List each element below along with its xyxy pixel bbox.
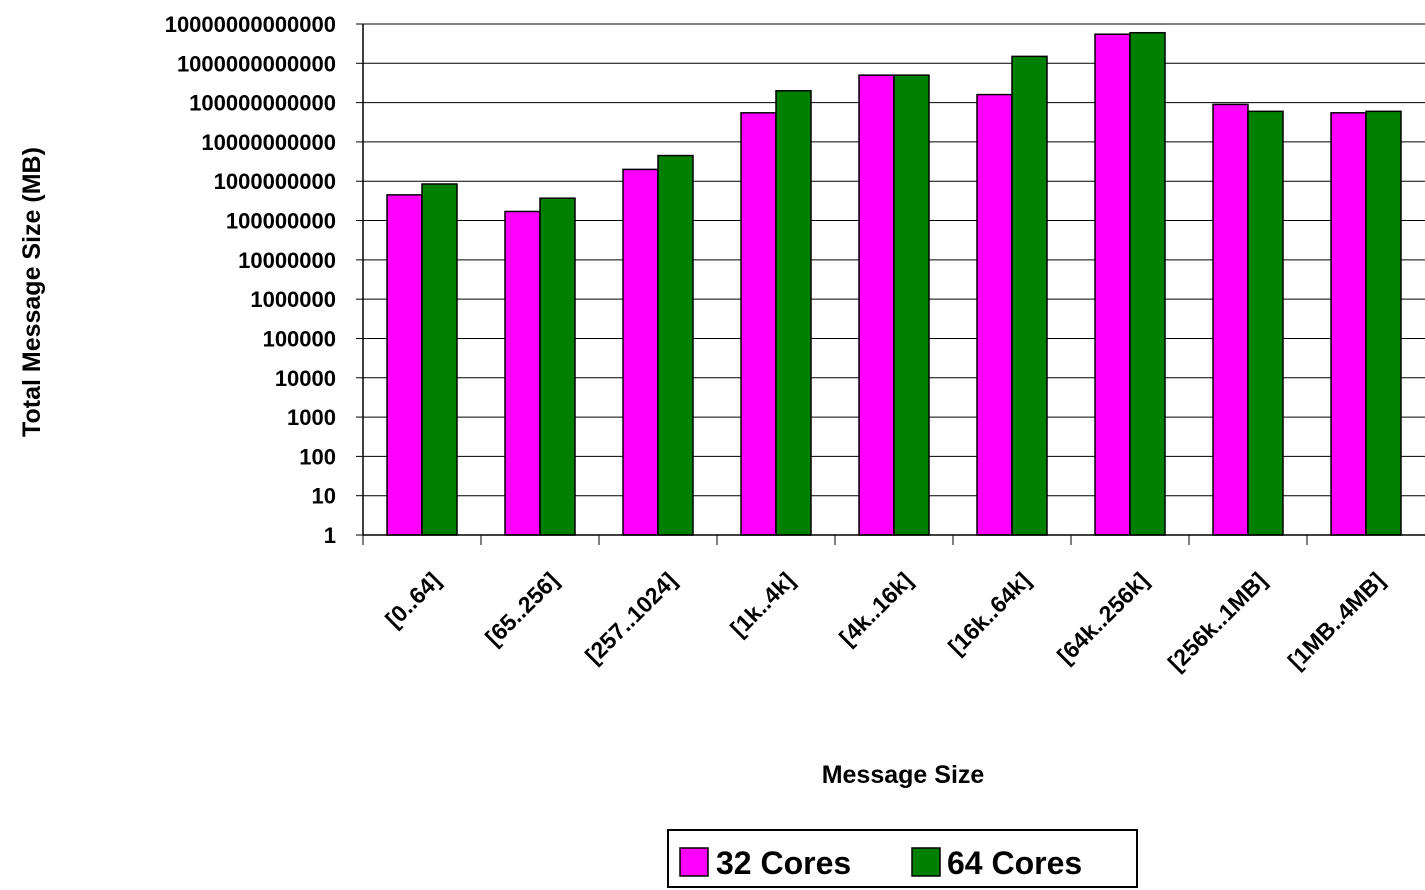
- bar-64-cores: [775, 90, 812, 536]
- bar-64-cores: [657, 154, 694, 536]
- x-axis-title: Message Size: [822, 761, 985, 789]
- bar-64-cores: [893, 74, 930, 536]
- y-tick-label: 10000000: [238, 248, 336, 273]
- bar-32-cores: [622, 168, 659, 536]
- y-tick-label: 10: [312, 484, 336, 509]
- x-tick-label: [16k..64k]: [943, 567, 1036, 660]
- legend-label-32-cores: 32 Cores: [716, 845, 851, 881]
- y-tick-label: 1000000000000: [177, 51, 336, 76]
- x-tick-label: [256k..1MB]: [1163, 567, 1272, 676]
- y-tick-label: 1000000000: [214, 169, 336, 194]
- bar-64-cores: [1247, 110, 1284, 536]
- x-tick-label: [1MB..4MB]: [1283, 567, 1390, 674]
- bar-64-cores: [539, 197, 576, 536]
- y-axis-title: Total Message Size (MB): [18, 147, 46, 437]
- legend-swatch-32-cores: [679, 847, 709, 877]
- bar-64-cores: [1011, 55, 1048, 536]
- y-tick-label: 100000: [263, 326, 336, 351]
- bar-32-cores: [858, 74, 895, 536]
- y-tick-labels: 1 10 100 1000 10000 100000 1000000 10000000 1000…: [165, 12, 336, 548]
- x-tick-label: [257..1024]: [580, 567, 682, 669]
- axes: [356, 23, 1425, 545]
- bar-64-cores: [1365, 110, 1402, 536]
- legend-swatch-64-cores: [911, 847, 941, 877]
- y-tick-label: 1000: [287, 405, 336, 430]
- y-tick-label: 10000: [275, 366, 336, 391]
- y-tick-label: 100000000: [226, 209, 336, 234]
- bar-32-cores: [1212, 103, 1249, 536]
- bar-64-cores: [1129, 31, 1166, 536]
- bar-32-cores: [976, 93, 1013, 536]
- y-tick-label: 100: [299, 444, 336, 469]
- y-tick-label: 1000000: [250, 287, 336, 312]
- y-tick-label: 10000000000: [201, 130, 336, 155]
- bars: [386, 31, 1402, 536]
- bar-32-cores: [740, 112, 777, 536]
- legend-label-64-cores: 64 Cores: [947, 845, 1082, 881]
- x-tick-label: [65..256]: [480, 567, 563, 650]
- x-tick-label: [4k..16k]: [834, 567, 917, 650]
- bar-32-cores: [386, 194, 423, 536]
- legend-box: [667, 829, 1138, 888]
- x-tick-label: [1k..4k]: [725, 567, 799, 641]
- y-tick-label: 100000000000: [189, 91, 336, 116]
- x-tick-label: [0..64]: [380, 567, 445, 632]
- legend: 32 Cores 64 Cores: [667, 829, 1138, 888]
- y-tick-label: 10000000000000: [165, 12, 336, 37]
- bar-32-cores: [1330, 112, 1367, 536]
- bar-64-cores: [421, 183, 458, 536]
- x-tick-labels: [0..64] [65..256] [257..1024] [1k..4k] [4k..…: [380, 567, 1389, 676]
- x-tick-label: [64k..256k]: [1052, 567, 1154, 669]
- y-tick-label: 1: [324, 523, 336, 548]
- bar-32-cores: [1094, 33, 1131, 536]
- bar-32-cores: [504, 210, 541, 536]
